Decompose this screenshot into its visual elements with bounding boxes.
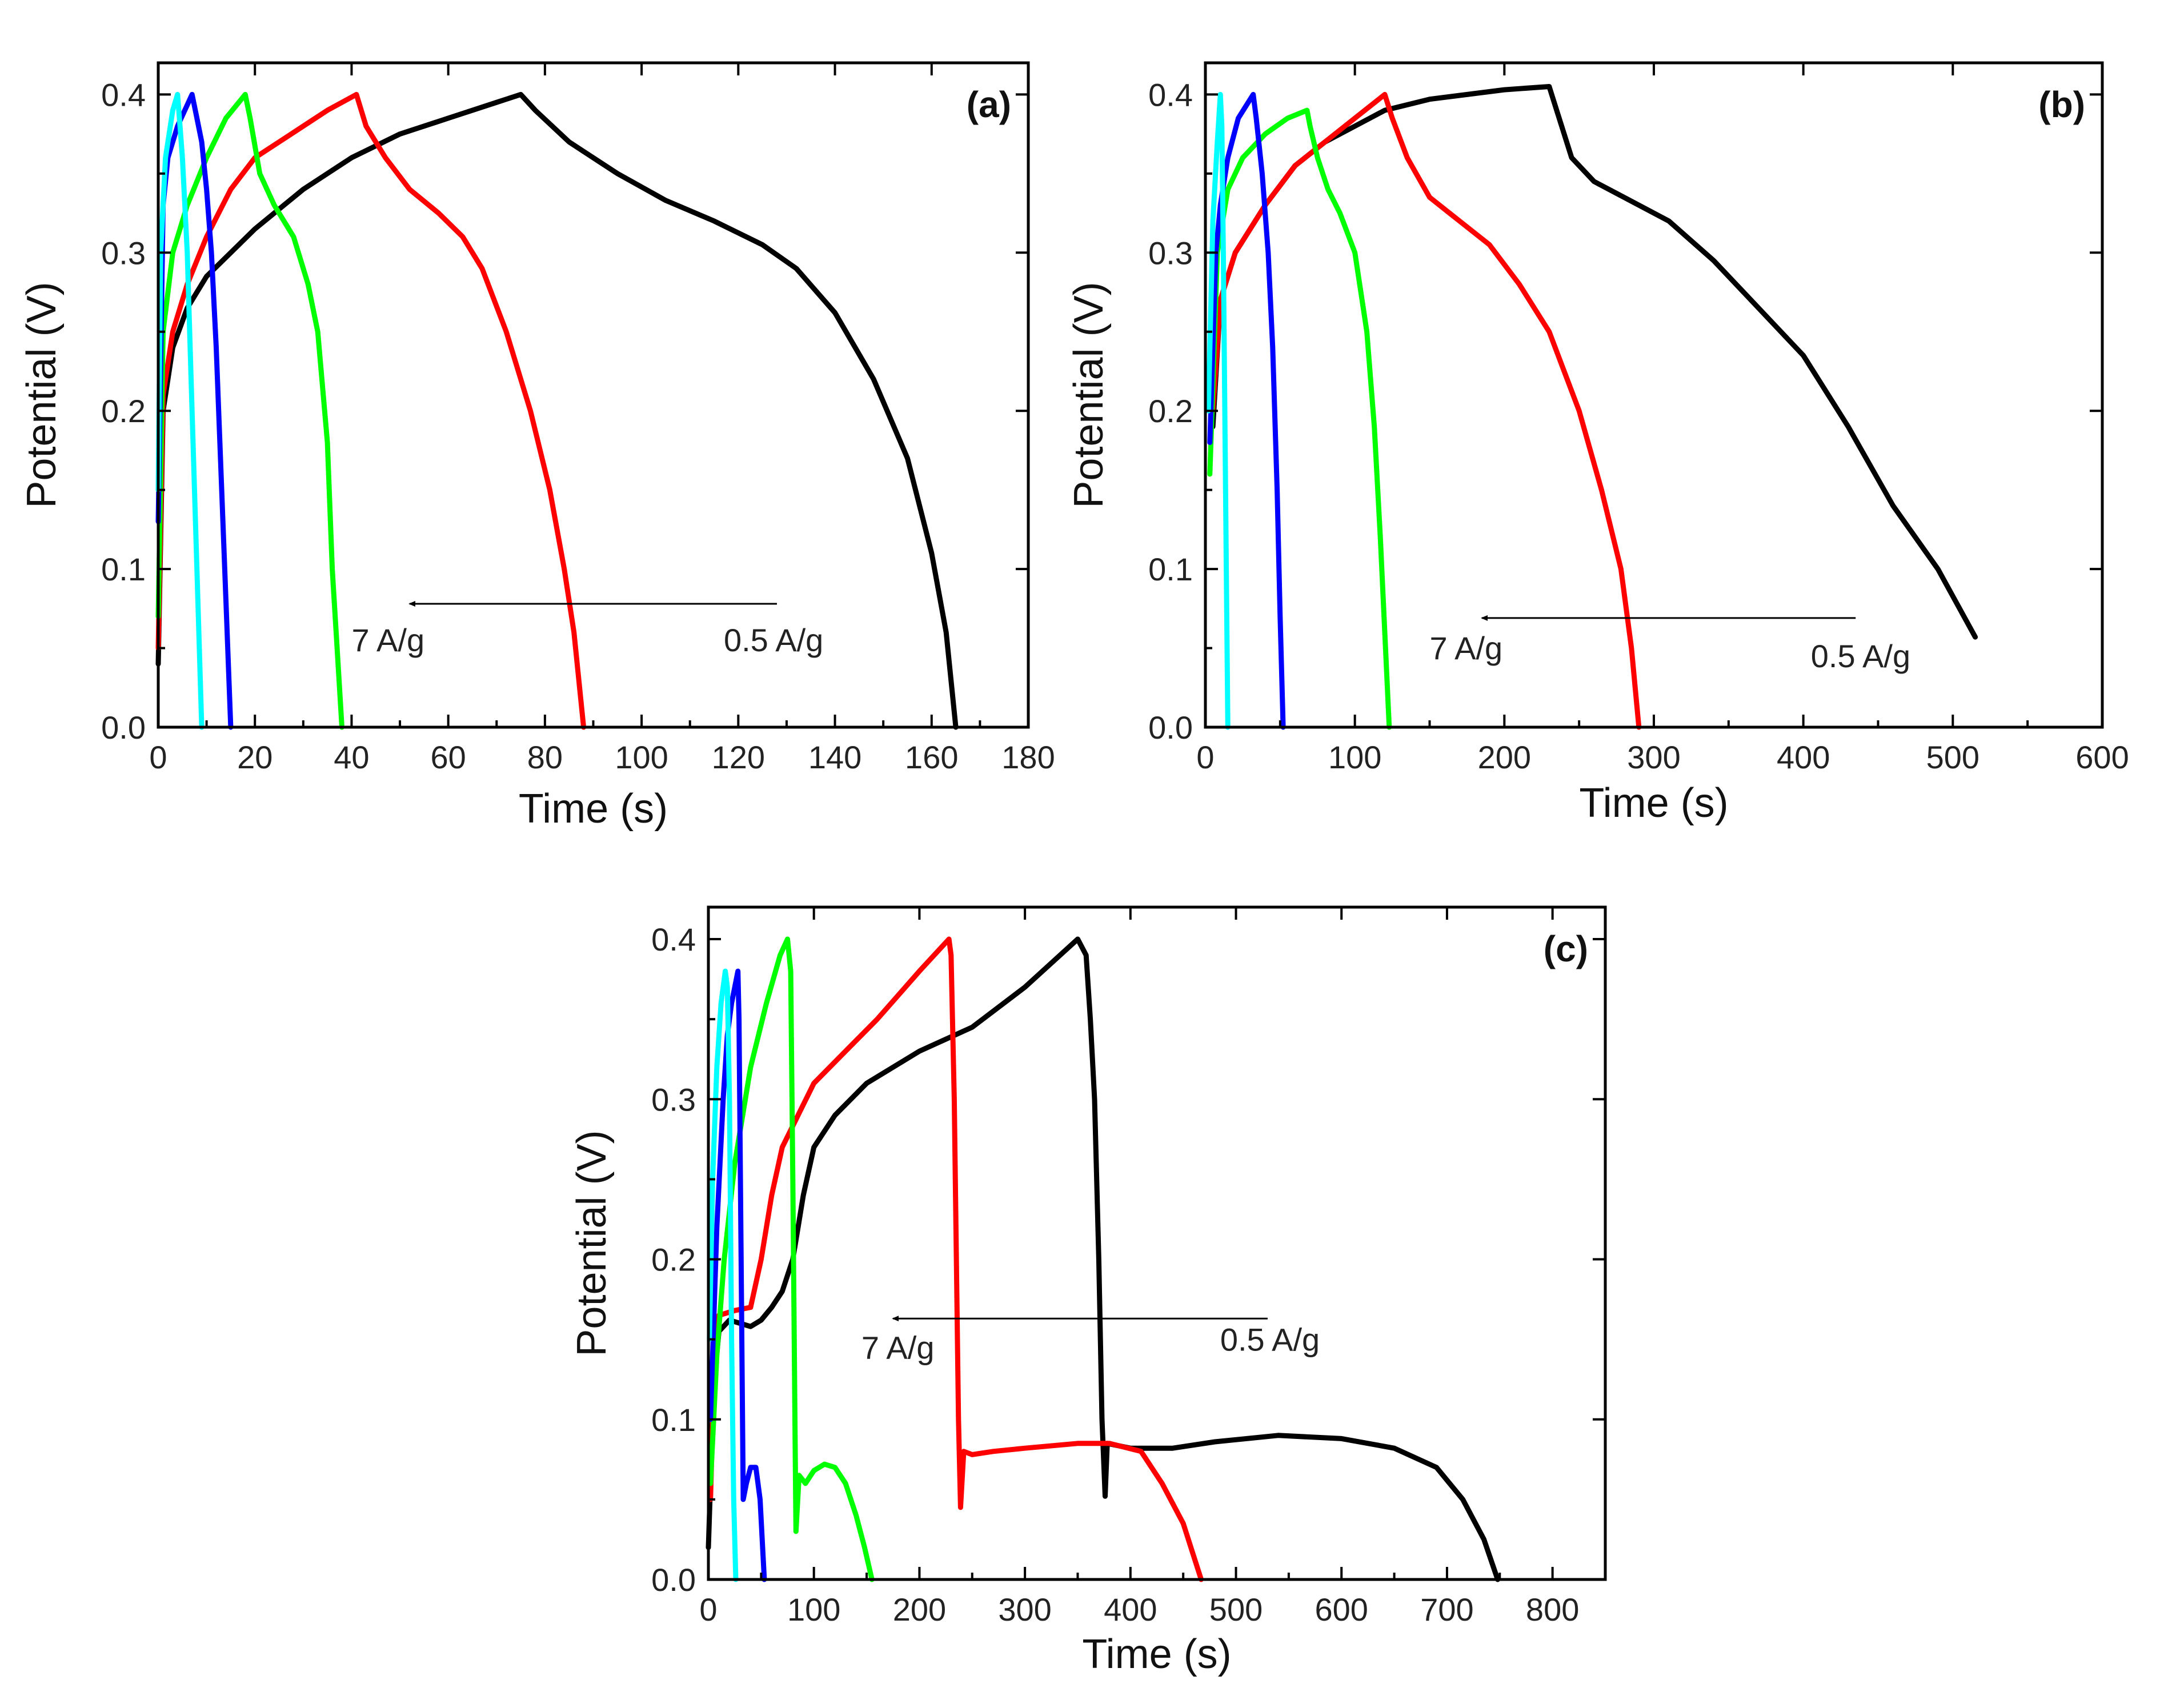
x-tick-label: 800 [1526, 1591, 1579, 1627]
x-tick-label: 300 [1627, 739, 1680, 775]
x-tick-label: 600 [2075, 739, 2129, 775]
y-tick-label: 0.2 [651, 1242, 696, 1278]
series-line-c-3 [708, 968, 767, 1582]
panel-label: (c) [1544, 928, 1588, 969]
chart-panel-c: 0 100 200 300 400 500 600 700 800 0.0 0.1 0.2 0.3 0.4… [569, 905, 1607, 1677]
y-tick-label: 0.0 [101, 709, 146, 745]
x-tick-label: 60 [431, 739, 466, 775]
plot-frame [707, 905, 1607, 1581]
annotation-label-high-rate: 0.5 A/g [1220, 1321, 1320, 1357]
x-tick-label: 200 [1478, 739, 1531, 775]
x-tick-label: 0 [699, 1591, 717, 1627]
x-tick-label: 600 [1315, 1591, 1368, 1627]
series-line-b-1 [1210, 91, 1642, 730]
y-tick-label: 0.0 [1148, 709, 1193, 745]
series-line-b-2 [1207, 107, 1392, 730]
annotation-label-high-rate: 0.5 A/g [724, 622, 823, 658]
y-tick-label: 0.1 [101, 551, 146, 587]
series-line-c-4 [707, 968, 739, 1582]
x-tick-label: 180 [1001, 739, 1055, 775]
x-tick-label: 140 [808, 739, 861, 775]
y-tick-label: 0.4 [101, 77, 146, 113]
y-tick-label: 0.3 [651, 1081, 696, 1117]
x-tick-label: 500 [1209, 1591, 1263, 1627]
series-line-a-1 [155, 91, 587, 730]
x-tick-label: 400 [1104, 1591, 1157, 1627]
x-tick-label: 500 [1926, 739, 1979, 775]
y-tick-label: 0.0 [651, 1562, 696, 1598]
x-tick-label: 40 [334, 739, 369, 775]
x-tick-label: 80 [527, 739, 563, 775]
series-line-c-0 [706, 936, 1501, 1582]
series-line-a-0 [155, 91, 959, 730]
panel-label: (b) [2038, 84, 2085, 125]
x-tick-label: 100 [615, 739, 668, 775]
series-line-a-2 [155, 91, 344, 730]
y-tick-label: 0.4 [651, 921, 696, 957]
x-tick-label: 160 [905, 739, 958, 775]
x-tick-label: 20 [237, 739, 272, 775]
series-line-a-4 [155, 91, 205, 730]
y-tick-label: 0.3 [1148, 235, 1193, 271]
y-tick-label: 0.2 [1148, 393, 1193, 429]
y-tick-label: 0.1 [1148, 551, 1193, 587]
x-tick-label: 100 [787, 1591, 840, 1627]
series-line-c-1 [708, 936, 1204, 1582]
y-tick-label: 0.2 [101, 393, 146, 429]
x-tick-label: 300 [998, 1591, 1051, 1627]
x-axis-title: Time (s) [1082, 1631, 1231, 1677]
x-axis-title: Time (s) [519, 786, 668, 832]
annotation-label-low-rate: 7 A/g [1430, 630, 1503, 666]
y-axis-title: Potential (V) [569, 1130, 615, 1356]
x-tick-label: 100 [1328, 739, 1381, 775]
y-tick-label: 0.1 [651, 1402, 696, 1438]
panel-label: (a) [967, 84, 1011, 125]
annotation-label-high-rate: 0.5 A/g [1811, 638, 1910, 674]
chart-panel-a: 0 20 40 60 80 100 120 140 160 180 0.0 0.1 0.2 0.3 0.4 T… [19, 61, 1055, 832]
y-axis-title: Potential (V) [19, 282, 65, 508]
y-tick-label: 0.3 [101, 235, 146, 271]
y-axis-title: Potential (V) [1066, 282, 1112, 508]
annotation-label-low-rate: 7 A/g [351, 622, 424, 658]
x-tick-label: 0 [1196, 739, 1214, 775]
series-line-b-4 [1205, 91, 1231, 730]
chart-panel-b: 0 100 200 300 400 500 600 0.0 0.1 0.2 0.3 0.4 Time (… [1066, 61, 2129, 826]
x-tick-label: 0 [149, 739, 167, 775]
y-tick-label: 0.4 [1148, 77, 1193, 113]
annotation-label-low-rate: 7 A/g [861, 1329, 935, 1365]
x-tick-label: 200 [893, 1591, 946, 1627]
x-axis-title: Time (s) [1579, 780, 1728, 826]
x-tick-label: 700 [1420, 1591, 1473, 1627]
x-tick-label: 120 [712, 739, 765, 775]
x-tick-label: 400 [1777, 739, 1830, 775]
